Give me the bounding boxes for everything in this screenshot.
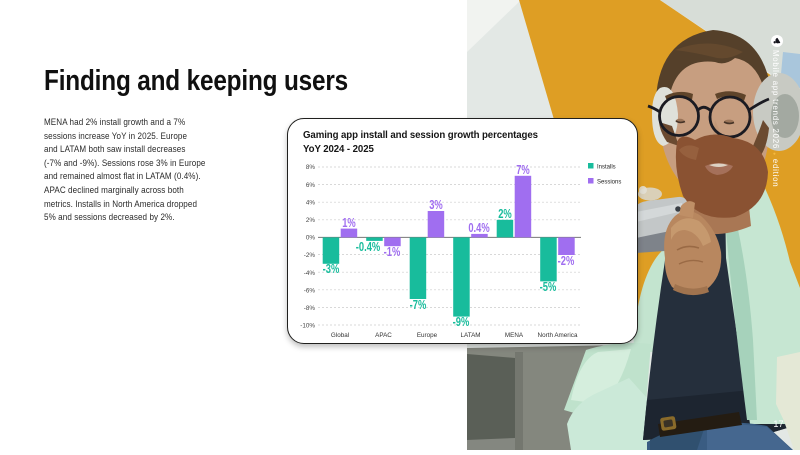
svg-text:0%: 0% xyxy=(306,235,316,242)
svg-text:Global: Global xyxy=(331,332,349,339)
svg-text:-8%: -8% xyxy=(304,305,316,312)
svg-text:LATAM: LATAM xyxy=(460,332,480,339)
svg-text:6%: 6% xyxy=(306,182,316,189)
svg-text:MENA: MENA xyxy=(505,332,524,339)
svg-text:4%: 4% xyxy=(306,199,316,206)
svg-text:APAC: APAC xyxy=(375,332,392,339)
svg-text:-4%: -4% xyxy=(304,270,316,277)
svg-text:2%: 2% xyxy=(306,217,316,224)
svg-text:-2%: -2% xyxy=(304,252,316,259)
svg-text:8%: 8% xyxy=(306,164,316,171)
svg-text:North America: North America xyxy=(538,332,578,339)
svg-text:Europe: Europe xyxy=(417,332,438,339)
svg-text:-10%: -10% xyxy=(300,323,315,330)
svg-text:-6%: -6% xyxy=(304,287,316,294)
svg-text:Installs: Installs xyxy=(597,165,616,171)
svg-text:Sessions: Sessions xyxy=(597,180,621,186)
